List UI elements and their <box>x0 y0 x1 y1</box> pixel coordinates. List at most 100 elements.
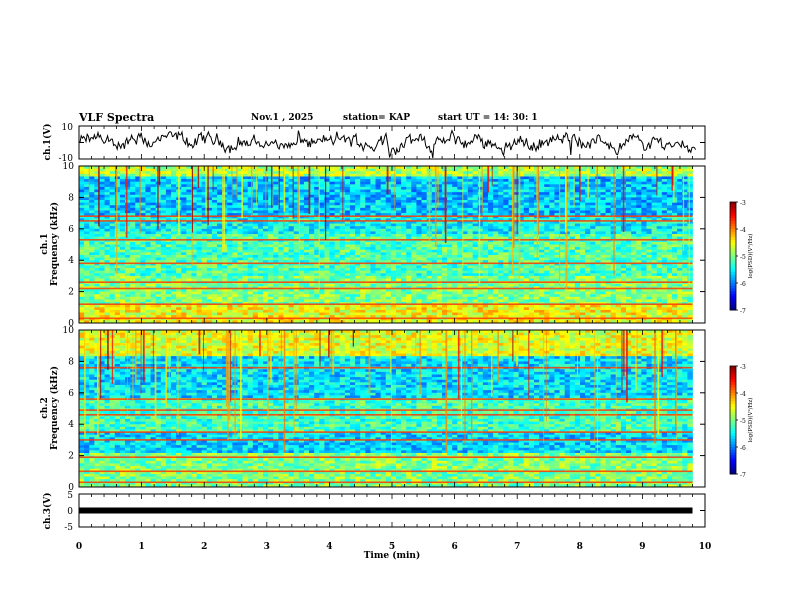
ch1-spectrogram-cell <box>99 200 105 203</box>
ch1-spectrogram-cell <box>539 229 545 232</box>
ch1-spectrogram-cell <box>258 182 264 185</box>
ch1-spectrogram-cell <box>283 255 289 258</box>
ch1-spectrogram-cell <box>253 203 259 206</box>
ch1-spectrogram-cell <box>580 184 586 187</box>
ch1-spectrogram-cell <box>524 200 530 203</box>
ch1-spectrogram-cell <box>376 229 382 232</box>
ch1-spectrogram-cell <box>345 179 351 182</box>
ch1-spectrogram-cell <box>677 226 683 229</box>
ch1-spectrogram-cell <box>549 195 555 198</box>
ch1-spectrogram-cell <box>457 268 463 271</box>
ch1-spectrogram-cell <box>646 255 652 258</box>
ch1-spectrogram-cell <box>110 226 116 229</box>
ch1-spectrogram-cell <box>498 187 504 190</box>
ch1-spectrogram-cell <box>641 242 647 245</box>
ch1-spectrogram-cell <box>202 268 208 271</box>
ch1-spectrogram-cell <box>145 190 151 193</box>
ch1-spectrogram-cell <box>197 229 203 232</box>
ch1-spectrogram-cell <box>120 190 126 193</box>
ch1-spectrogram-cell <box>468 250 474 253</box>
ch1-spectrogram-cell <box>580 226 586 229</box>
ch1-spectrogram-cell <box>406 210 412 213</box>
ch1-spectrogram-cell <box>319 229 325 232</box>
ch1-spectrogram-cell <box>161 176 167 179</box>
ch1-spectrogram-cell <box>345 200 351 203</box>
ch1-spectrogram-cell <box>539 187 545 190</box>
ch1-spectrogram-cell <box>110 229 116 232</box>
ch1-spectrogram-cell <box>616 252 622 255</box>
ch1-spectrogram-cell <box>646 258 652 261</box>
ch1-spectrogram-cell <box>396 190 402 193</box>
ch1-spectrogram-cell <box>243 169 249 172</box>
ch1-spectrogram-cell <box>427 245 433 248</box>
ch1-spectrogram-cell <box>529 255 535 258</box>
ch1-spectrogram-cell <box>89 271 95 274</box>
ch1-spectrogram-cell <box>468 242 474 245</box>
ch1-spectrogram-cell <box>370 197 376 200</box>
ch1-spectrogram-cell <box>330 190 336 193</box>
ch1-spectrogram-cell <box>396 245 402 248</box>
ch1-spectrogram-cell <box>115 265 121 268</box>
ch1-spectrogram-cell <box>437 231 443 234</box>
ch1-spectrogram-cell <box>130 205 136 208</box>
ch1-spectrogram-cell <box>181 252 187 255</box>
ch1-spectrogram-cell <box>248 205 254 208</box>
ch1-spectrogram-cell <box>161 226 167 229</box>
ch1-spectrogram-cell <box>560 169 566 172</box>
ch1-spectrogram-cell <box>202 250 208 253</box>
ch1-spectrogram-cell <box>636 208 642 211</box>
ch1-spectrogram-cell <box>161 271 167 274</box>
ch1-spectrogram-cell <box>457 224 463 227</box>
ch1-spectrogram-cell <box>626 210 632 213</box>
ch1-spectrogram-cell <box>273 184 279 187</box>
ch1-spectrogram-cell <box>186 169 192 172</box>
ch1-spectrogram-cell <box>503 190 509 193</box>
ch1-spectrogram-cell <box>493 231 499 234</box>
ch1-spectrogram-cell <box>145 265 151 268</box>
ch1-spectrogram-cell <box>355 174 361 177</box>
ch1-spectrogram-cell <box>406 271 412 274</box>
ch1-spectrogram-cell <box>186 205 192 208</box>
ch1-spectrogram-cell <box>652 210 658 213</box>
ch1-spectrogram-cell <box>544 174 550 177</box>
ch1-spectrogram-cell <box>151 179 157 182</box>
ch1-spectrogram-cell <box>401 182 407 185</box>
ch1-spectrogram-cell <box>631 192 637 195</box>
ch1-spectrogram-cell <box>447 210 453 213</box>
ch1-spectrogram-cell <box>253 245 259 248</box>
ch1-spectrogram-cell <box>345 203 351 206</box>
ch1-spectrogram-cell <box>110 184 116 187</box>
ch1-spectrogram-cell <box>212 226 218 229</box>
ch1-spectrogram-cell <box>560 234 566 237</box>
ch1-spectrogram-cell <box>376 208 382 211</box>
ch1-spectrogram-cell <box>570 268 576 271</box>
ch1-spectrogram-cell <box>140 184 146 187</box>
ch1-spectrogram-cell <box>202 255 208 258</box>
ch1-spectrogram-cell <box>365 197 371 200</box>
ch1-spectrogram-cell <box>89 231 95 234</box>
ch1-spectrogram-cell <box>197 226 203 229</box>
ch1-spectrogram-cell <box>498 205 504 208</box>
ch1-spectrogram-cell <box>197 205 203 208</box>
ch1-spectrogram-cell <box>452 208 458 211</box>
ch1-spectrogram-cell <box>370 271 376 274</box>
ch1-spectrogram-cell <box>687 242 693 245</box>
ch1-spectrogram-cell <box>79 203 85 206</box>
ch1-spectrogram-cell <box>345 226 351 229</box>
ch1-spectrogram-cell <box>422 195 428 198</box>
ch1-spectrogram-cell <box>360 271 366 274</box>
ch1-spectrogram-cell <box>156 242 162 245</box>
ch1-spectrogram-cell <box>687 205 693 208</box>
ch1-spectrogram-cell <box>84 242 90 245</box>
ch1-spectrogram-cell <box>539 247 545 250</box>
ch1-spectrogram-cell <box>130 271 136 274</box>
ch1-spectrogram-cell <box>662 203 668 206</box>
ch1-spectrogram-cell <box>99 234 105 237</box>
ch1-spectrogram-cell <box>360 245 366 248</box>
ch1-spectrogram-cell <box>549 224 555 227</box>
ch1-spectrogram-cell <box>273 203 279 206</box>
ch1-spectrogram-cell <box>335 250 341 253</box>
ch1-spectrogram-cell <box>381 203 387 206</box>
ch1-spectrogram-cell <box>631 234 637 237</box>
ch1-spectrogram-cell <box>626 226 632 229</box>
